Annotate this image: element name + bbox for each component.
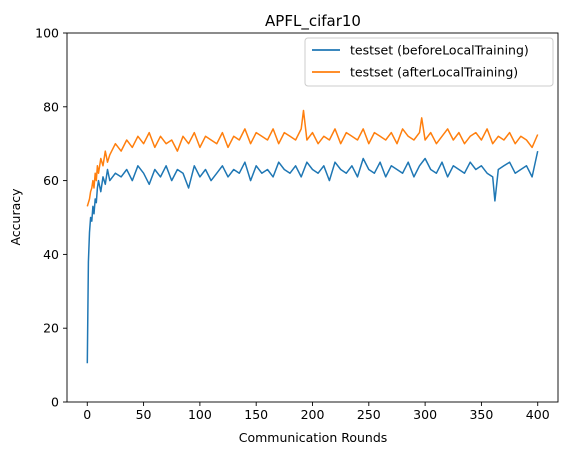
x-tick-label: 350 xyxy=(469,407,493,422)
y-tick-label: 60 xyxy=(43,173,59,188)
x-tick-label: 400 xyxy=(526,407,550,422)
x-tick-label: 150 xyxy=(244,407,268,422)
legend-box xyxy=(304,37,554,87)
series-line-1 xyxy=(86,150,539,364)
y-tick-label: 40 xyxy=(43,247,59,262)
series-layer xyxy=(86,109,539,364)
y-tick-label: 80 xyxy=(43,99,59,114)
x-tick-label: 0 xyxy=(83,407,91,422)
series-line-2 xyxy=(86,109,539,207)
x-tick-label: 250 xyxy=(357,407,381,422)
y-tick-label: 20 xyxy=(43,321,59,336)
y-tick-label: 100 xyxy=(35,26,59,41)
x-tick-label: 50 xyxy=(136,407,152,422)
x-tick-label: 100 xyxy=(188,407,212,422)
y-tick-label: 0 xyxy=(51,395,59,410)
chart-title: APFL_cifar10 xyxy=(265,12,361,31)
x-axis-ticks: 0 50 100 150 200 250 300 350 400 xyxy=(83,402,550,422)
legend-label-2: testset (afterLocalTraining) xyxy=(350,65,518,80)
x-tick-label: 300 xyxy=(413,407,437,422)
legend-label-1: testset (beforeLocalTraining) xyxy=(350,43,529,58)
legend: testset (beforeLocalTraining) testset (af… xyxy=(304,37,554,87)
y-axis-ticks: 0 20 40 60 80 100 xyxy=(35,26,67,410)
x-axis-label: Communication Rounds xyxy=(239,430,388,445)
x-tick-label: 200 xyxy=(301,407,325,422)
y-axis-label: Accuracy xyxy=(8,188,23,246)
